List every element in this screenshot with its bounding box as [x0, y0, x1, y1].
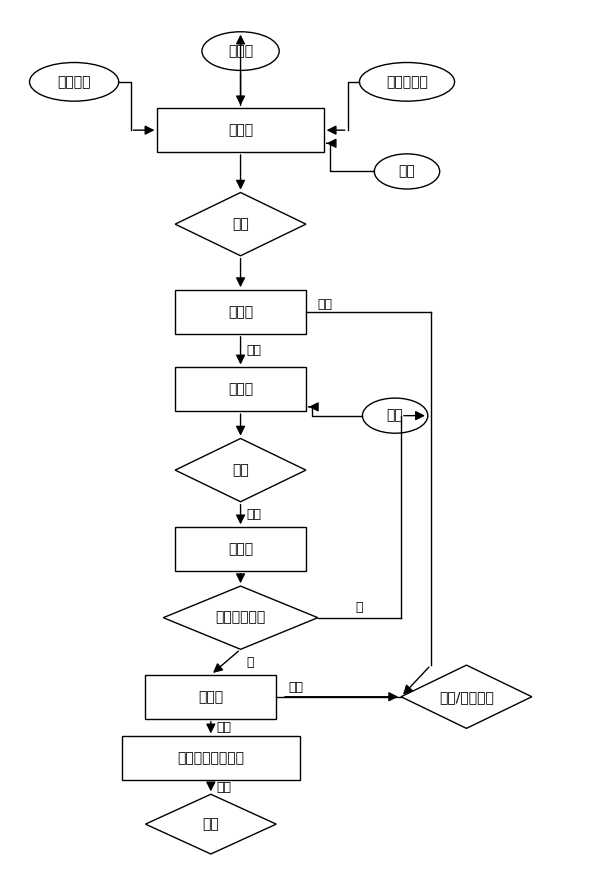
Text: 反应: 反应 [232, 463, 249, 477]
Text: 反应釜: 反应釜 [228, 123, 253, 137]
Text: 反应釜: 反应釜 [228, 382, 253, 396]
Text: 外排: 外排 [202, 817, 219, 831]
Text: 稀释水: 稀释水 [228, 44, 253, 58]
Ellipse shape [29, 63, 119, 101]
Ellipse shape [362, 398, 428, 433]
Text: 滤液: 滤液 [247, 344, 262, 357]
Text: 压滤机: 压滤机 [228, 305, 253, 319]
Text: 滤液: 滤液 [217, 721, 232, 734]
Bar [145, 674, 276, 719]
Ellipse shape [359, 63, 455, 101]
Polygon shape [145, 794, 276, 854]
Text: 填埋/固化填埋: 填埋/固化填埋 [439, 690, 494, 704]
Text: 化验是否合格: 化验是否合格 [215, 611, 266, 625]
Text: 否: 否 [356, 600, 363, 613]
Text: 药剂: 药剂 [398, 164, 415, 179]
Polygon shape [401, 665, 532, 728]
Bar [175, 527, 306, 571]
Text: 污泥: 污泥 [318, 299, 333, 311]
Polygon shape [163, 586, 318, 650]
Polygon shape [175, 438, 306, 502]
Text: 是: 是 [247, 656, 254, 668]
Text: 药剂: 药剂 [387, 408, 403, 423]
Ellipse shape [202, 32, 279, 71]
Bar [157, 108, 324, 152]
Bar [175, 290, 306, 334]
Text: 污水生化处理系统: 污水生化处理系统 [178, 751, 244, 766]
Text: 化验室: 化验室 [228, 542, 253, 556]
Bar [122, 736, 300, 781]
Text: 高铁废盐酸: 高铁废盐酸 [386, 75, 428, 88]
Text: 压滤机: 压滤机 [198, 690, 223, 704]
Ellipse shape [374, 154, 440, 189]
Text: 滤液: 滤液 [217, 781, 232, 794]
Text: 反应: 反应 [232, 217, 249, 231]
Text: 污泥: 污泥 [288, 682, 303, 695]
Polygon shape [175, 193, 306, 255]
Text: 取样: 取样 [247, 508, 262, 521]
Text: 电抛废酸: 电抛废酸 [58, 75, 91, 88]
Bar [175, 368, 306, 411]
